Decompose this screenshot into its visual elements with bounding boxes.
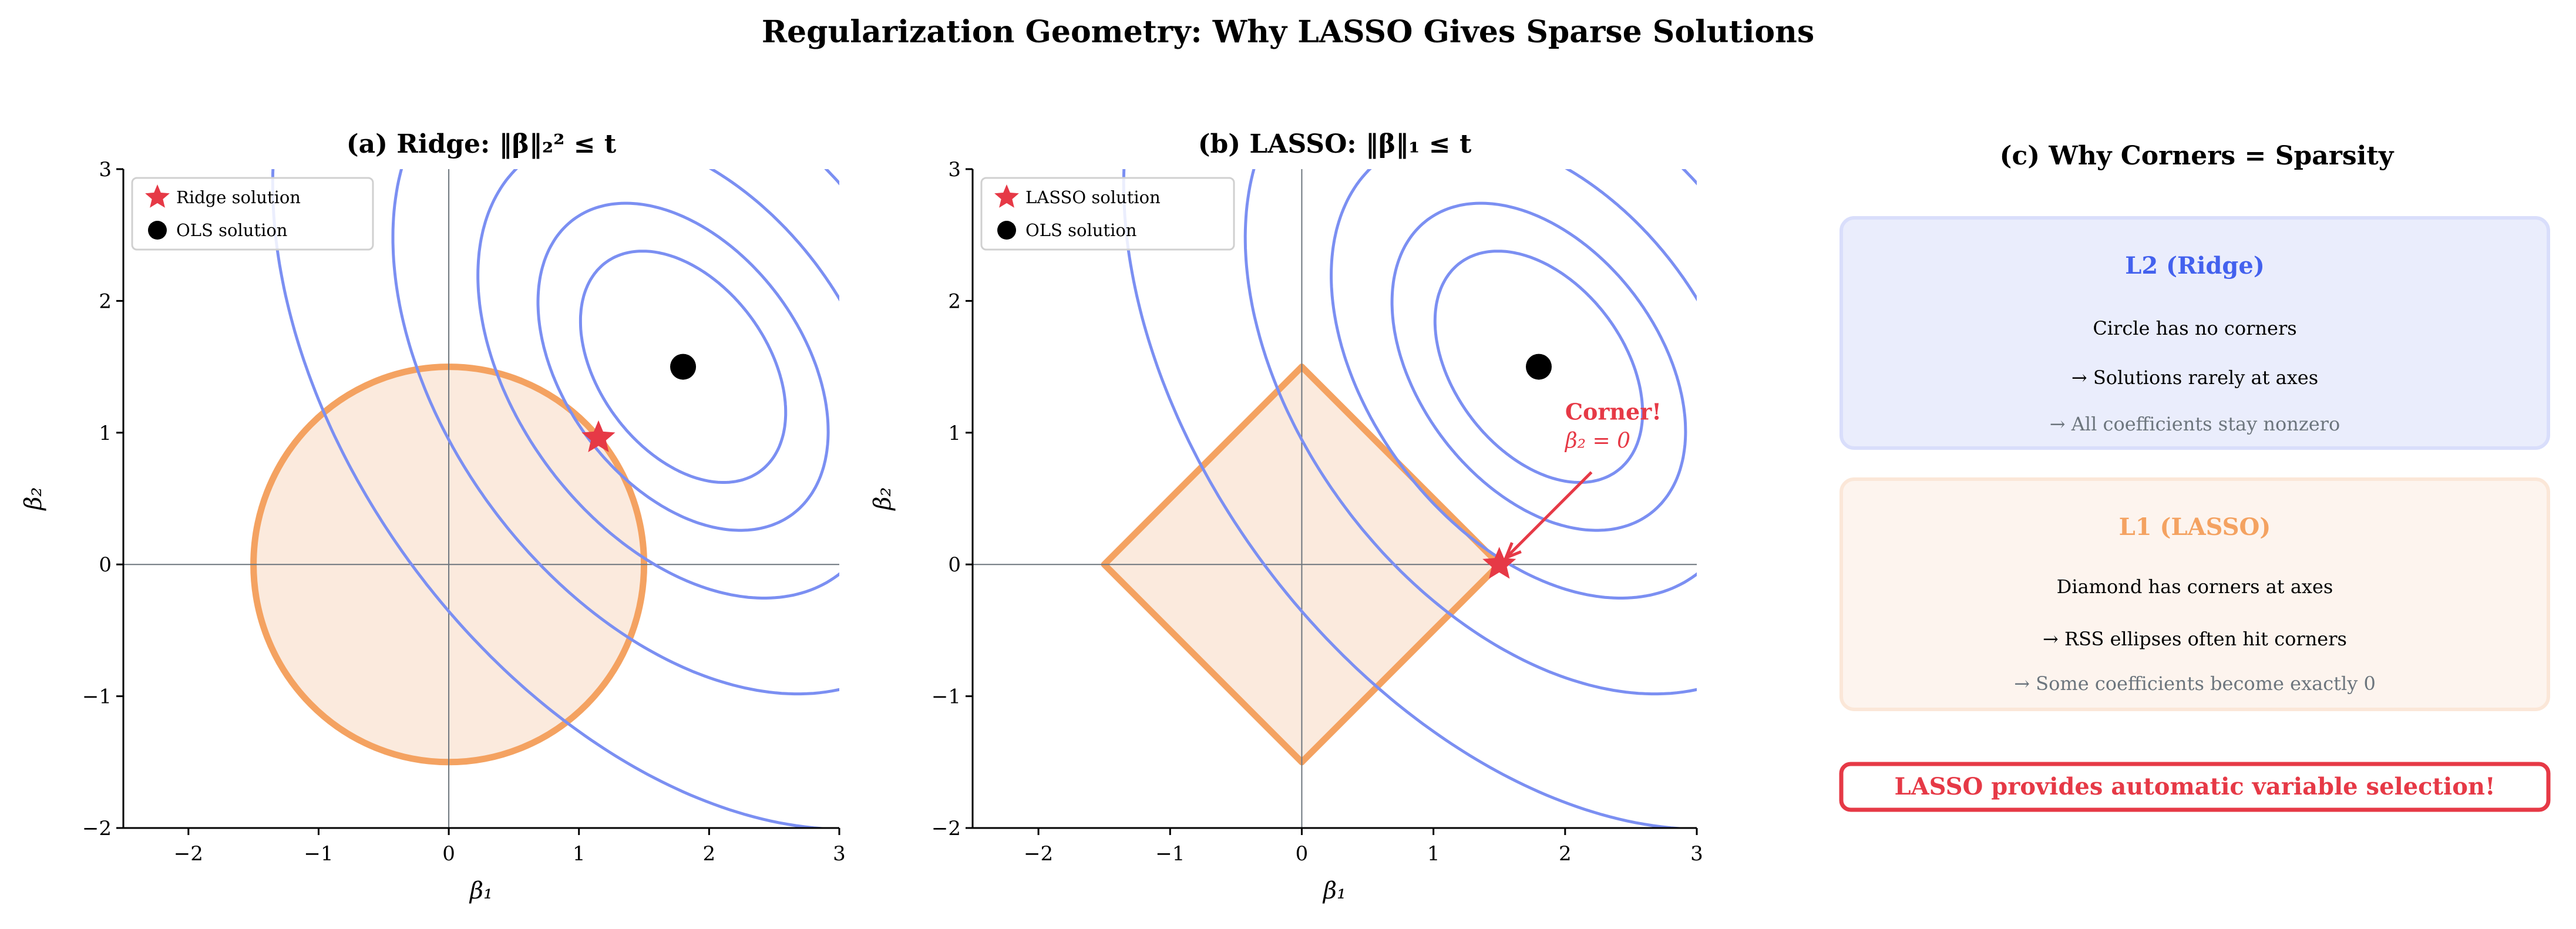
y-tick-label: 0: [948, 553, 961, 577]
panel-ridge: −2 −1 0 1 2 3 −2 −1 0 1 2 3 β₁ β₂ (a) Ridge: ‖β‖₂² ≤ t…: [20, 129, 846, 904]
y-tick-label: −1: [82, 685, 112, 709]
rss-contour-2: [1390, 201, 1687, 532]
y-tick-label: −2: [82, 817, 112, 840]
rss-contour-3: [1330, 169, 1697, 600]
lasso-line-2: → RSS ellipses often hit corners: [2043, 628, 2347, 650]
y-tick-label: 2: [99, 290, 112, 313]
panel-lasso: Corner! β₂ = 0 −2 −1 0 1 2 3 −2 −1 0 1 2 3 β₁ β₂ (b) LAS…: [869, 129, 1703, 904]
ridge-line-1: Circle has no corners: [2093, 317, 2296, 339]
legend-ols-label: OLS solution: [1025, 220, 1136, 240]
rss-contour-3: [476, 169, 839, 600]
panel-c-title: (c) Why Corners = Sparsity: [2000, 141, 2395, 171]
x-tick-label: 3: [833, 842, 846, 866]
rss-contour-4: [391, 169, 839, 696]
rss-contour-1: [1433, 250, 1645, 484]
x-tick-label: −1: [304, 842, 333, 866]
annotation-corner-label: Corner!: [1565, 398, 1662, 425]
y-axis-label: β₂: [869, 487, 896, 511]
plot-area: [973, 169, 1697, 828]
rss-contour-1: [579, 250, 788, 484]
legend-ols-label: OLS solution: [176, 220, 287, 240]
lasso-heading: L1 (LASSO): [2119, 513, 2271, 541]
y-tick-label: 3: [99, 158, 112, 181]
ridge-solution-star: [581, 420, 616, 452]
lasso-solution-star: [1482, 547, 1516, 579]
legend-solution-label: Ridge solution: [176, 187, 301, 207]
lasso-box: [1839, 477, 2550, 711]
x-axis-label: β₁: [1322, 877, 1346, 904]
lasso-line-3: → Some coefficients become exactly 0: [2014, 672, 2376, 695]
annotation-beta-label: β₂ = 0: [1564, 429, 1630, 453]
y-tick-label: −2: [931, 817, 961, 840]
x-tick-label: −1: [1155, 842, 1185, 866]
ridge-heading: L2 (Ridge): [2125, 252, 2265, 280]
y-tick-label: 0: [99, 553, 112, 577]
arrow-head-icon: [1503, 542, 1522, 561]
legend-frame: [131, 177, 374, 251]
x-tick-label: 1: [573, 842, 586, 866]
ridge-box: [1839, 216, 2550, 450]
panel-explanation: (c) Why Corners = Sparsity L2 (Ridge) Ci…: [1839, 141, 2551, 812]
legend-dot-icon: [997, 221, 1016, 240]
rss-contour-5: [271, 169, 839, 828]
legend: LASSO solution OLS solution: [980, 177, 1235, 251]
panel-title: (a) Ridge: ‖β‖₂² ≤ t: [347, 129, 617, 159]
y-tick-label: 1: [948, 422, 961, 445]
x-tick-label: 1: [1427, 842, 1440, 866]
x-axis-label: β₁: [469, 877, 493, 904]
legend-star-icon: [994, 184, 1019, 208]
y-tick-label: −1: [931, 685, 961, 709]
legend-star-icon: [145, 184, 170, 208]
callout-box: [1839, 762, 2551, 812]
x-tick-label: 0: [1296, 842, 1309, 866]
callout-text: LASSO provides automatic variable select…: [1894, 773, 2495, 800]
y-axis-label: β₂: [20, 487, 47, 511]
y-tick-label: 1: [99, 422, 112, 445]
annotation-arrow: [1505, 471, 1593, 559]
panel-title: (b) LASSO: ‖β‖₁ ≤ t: [1198, 129, 1472, 159]
lasso-line-1: Diamond has corners at axes: [2057, 575, 2333, 598]
ols-point: [1525, 354, 1552, 380]
figure-title: Regularization Geometry: Why LASSO Gives…: [762, 14, 1814, 50]
rss-contour-5: [1122, 169, 1697, 828]
plot-area: [123, 169, 839, 828]
legend-frame: [980, 177, 1235, 251]
x-tick-label: 2: [1559, 842, 1572, 866]
x-tick-label: −2: [174, 842, 203, 866]
legend-solution-label: LASSO solution: [1025, 187, 1161, 207]
ridge-line-2: → Solutions rarely at axes: [2071, 366, 2318, 389]
x-tick-label: 3: [1690, 842, 1703, 866]
x-tick-label: 2: [703, 842, 716, 866]
rss-contour-2: [536, 201, 830, 532]
legend: Ridge solution OLS solution: [131, 177, 374, 251]
ols-point: [670, 354, 697, 380]
ridge-line-3: → All coefficients stay nonzero: [2050, 413, 2340, 435]
y-tick-label: 3: [948, 158, 961, 181]
rss-contour-4: [1243, 169, 1697, 696]
y-tick-label: 2: [948, 290, 961, 313]
legend-dot-icon: [148, 221, 167, 240]
x-tick-label: 0: [442, 842, 455, 866]
x-tick-label: −2: [1024, 842, 1053, 866]
